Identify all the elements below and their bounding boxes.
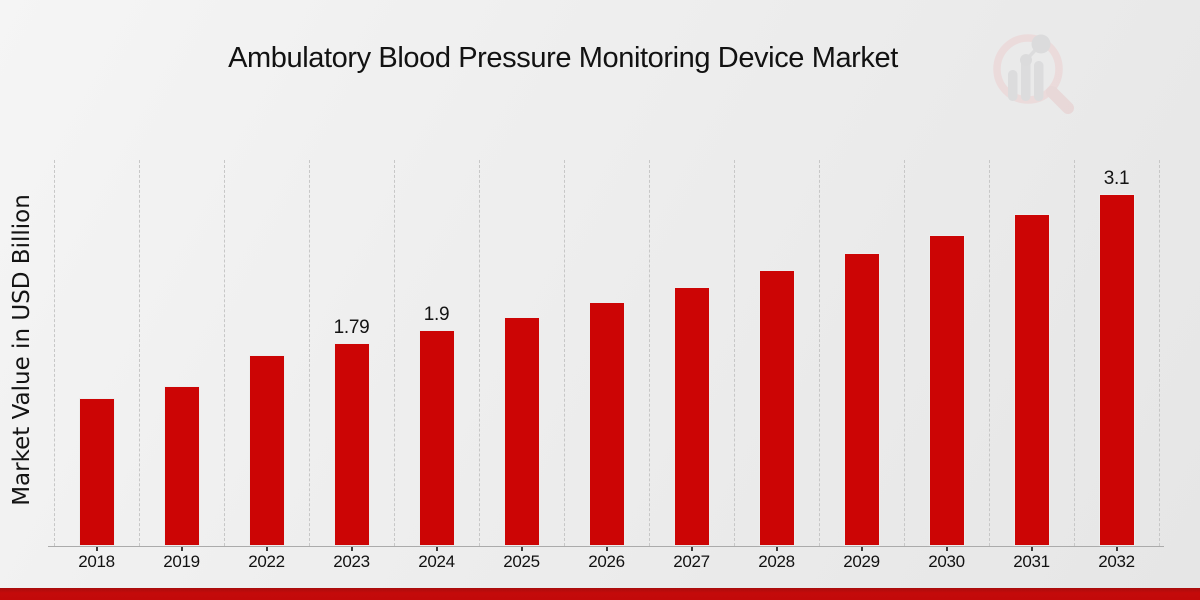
x-tick-label-2025: 2025 (503, 552, 540, 571)
bar-2026 (588, 302, 625, 546)
footer-accent-bar (0, 588, 1200, 600)
x-axis-tick (690, 547, 693, 551)
x-axis-tick (1115, 547, 1118, 551)
x-axis-tick (265, 547, 268, 551)
x-tick-label-2018: 2018 (78, 552, 115, 571)
x-axis-tick (605, 547, 608, 551)
x-axis-tick (435, 547, 438, 551)
bar-2031 (1013, 214, 1050, 546)
gridline (394, 160, 395, 546)
gridline (309, 160, 310, 546)
bar-2025 (503, 317, 540, 546)
x-tick-label-2024: 2024 (418, 552, 455, 571)
gridline (904, 160, 905, 546)
x-tick-label-2031: 2031 (1013, 552, 1050, 571)
bar-2024 (418, 330, 455, 546)
gridline (54, 160, 55, 546)
gridline (734, 160, 735, 546)
chart-title: Ambulatory Blood Pressure Monitoring Dev… (228, 42, 898, 74)
bar-value-label-2032: 3.1 (1103, 168, 1130, 189)
gridline (819, 160, 820, 546)
x-axis-tick (520, 547, 523, 551)
bar-2018 (78, 398, 115, 546)
gridline (1159, 160, 1160, 546)
x-tick-label-2023: 2023 (333, 552, 370, 571)
bar-2022 (248, 355, 285, 546)
bar-2032 (1098, 194, 1135, 546)
gridline (1074, 160, 1075, 546)
gridline (139, 160, 140, 546)
gridline (224, 160, 225, 546)
magnifier-bar-chart-logo-icon (993, 34, 1074, 114)
gridline (989, 160, 990, 546)
x-tick-label-2027: 2027 (673, 552, 710, 571)
bar-2027 (673, 287, 710, 546)
bar-2023 (333, 343, 370, 546)
x-axis-line (48, 546, 1164, 547)
bar-value-label-2023: 1.79 (333, 317, 370, 338)
gridline (479, 160, 480, 546)
x-axis-tick (350, 547, 353, 551)
x-axis-tick (860, 547, 863, 551)
bar-2028 (758, 270, 795, 546)
bar-2030 (928, 235, 965, 546)
x-axis-tick (945, 547, 948, 551)
gridline (649, 160, 650, 546)
x-tick-label-2026: 2026 (588, 552, 625, 571)
x-tick-label-2029: 2029 (843, 552, 880, 571)
x-tick-label-2030: 2030 (928, 552, 965, 571)
x-tick-label-2019: 2019 (163, 552, 200, 571)
x-tick-label-2022: 2022 (248, 552, 285, 571)
x-tick-label-2028: 2028 (758, 552, 795, 571)
x-axis-tick (775, 547, 778, 551)
x-axis-tick (180, 547, 183, 551)
x-tick-label-2032: 2032 (1098, 552, 1135, 571)
gridline (564, 160, 565, 546)
bar-2029 (843, 253, 880, 546)
bar-2019 (163, 386, 200, 546)
bar-value-label-2024: 1.9 (423, 304, 450, 325)
x-axis-tick (95, 547, 98, 551)
x-axis-tick (1030, 547, 1033, 551)
